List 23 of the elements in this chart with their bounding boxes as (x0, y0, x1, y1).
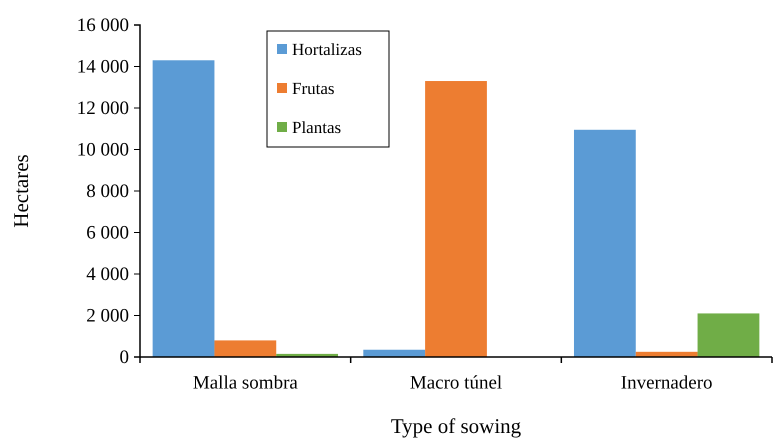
y-tick-label: 2 000 (86, 306, 129, 327)
bar (152, 60, 214, 357)
y-tick-label: 16 000 (76, 15, 129, 36)
bar (214, 340, 276, 357)
x-axis-title: Type of sowing (390, 414, 522, 438)
y-tick-label: 14 000 (76, 56, 129, 78)
legend-label: Plantas (292, 118, 342, 137)
y-tick-label: 6 000 (86, 222, 129, 244)
y-tick-label: 8 000 (86, 181, 129, 202)
x-tick-label: Invernadero (620, 372, 713, 394)
y-tick-label: 4 000 (86, 264, 129, 286)
legend-label: Hortalizas (292, 40, 362, 59)
y-tick-label: 12 000 (76, 98, 129, 120)
legend-label: Frutas (292, 79, 334, 98)
x-tick-label: Macro túnel (410, 372, 502, 394)
bar (363, 350, 426, 357)
y-tick-label: 10 000 (76, 140, 129, 161)
bar (574, 130, 636, 357)
y-axis-title: Hectares (9, 154, 33, 228)
y-tick-label: 0 (120, 347, 129, 368)
x-tick-label: Malla sombra (192, 372, 298, 394)
bar (425, 81, 487, 357)
bar (698, 313, 760, 357)
